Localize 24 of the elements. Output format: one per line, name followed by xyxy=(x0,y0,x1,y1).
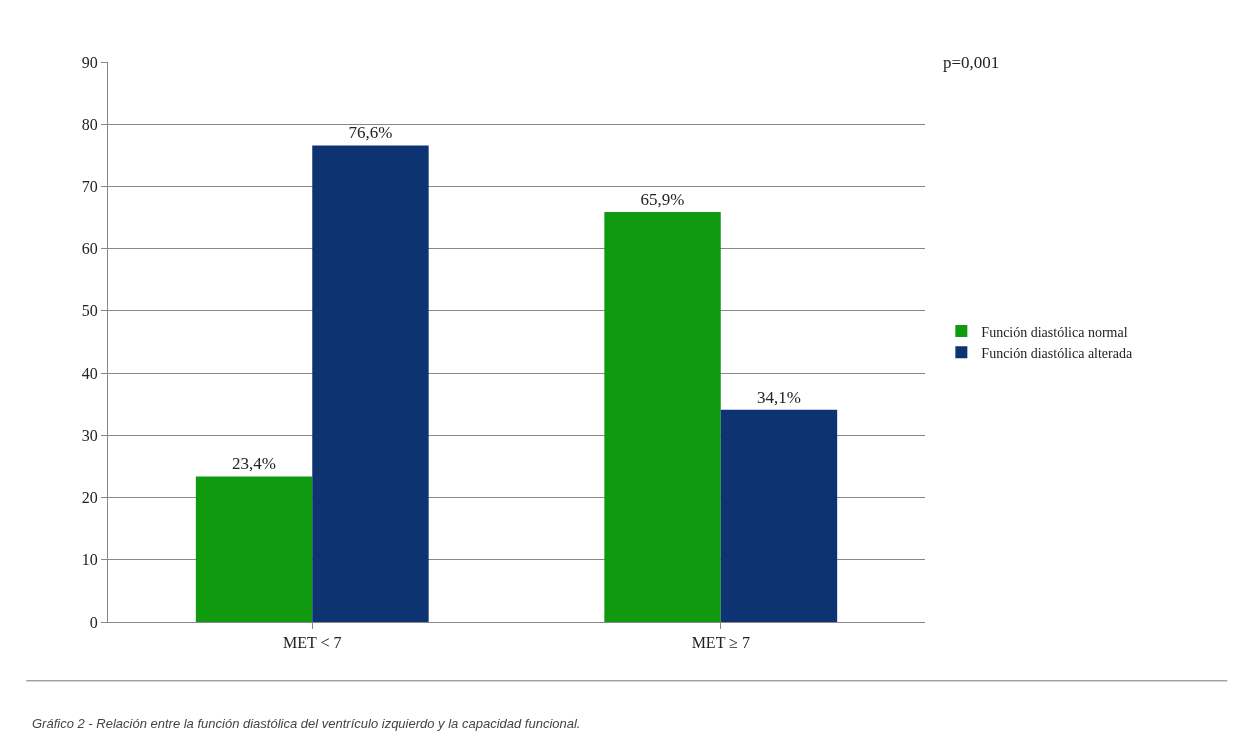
y-tick-label: 30 xyxy=(81,426,98,444)
x-tick-label: MET ≥ 7 xyxy=(691,634,750,652)
y-tick-label: 0 xyxy=(89,613,98,631)
text: p=0,001 xyxy=(943,53,1000,72)
legend-label: Función diastólica normal xyxy=(981,324,1128,340)
y-tick-label: 40 xyxy=(81,364,98,382)
bar xyxy=(312,145,429,622)
data-label: 65,9% xyxy=(640,189,685,209)
y-tick-label: 50 xyxy=(81,302,98,320)
y-tick-label: 20 xyxy=(81,489,98,507)
y-tick-label: 80 xyxy=(81,115,98,133)
y-tick-label: 10 xyxy=(81,551,98,569)
bar xyxy=(195,476,313,622)
data-label: 34,1% xyxy=(757,387,801,407)
x-tick-label: MET < 7 xyxy=(282,634,342,652)
y-tick-label: 70 xyxy=(81,178,98,196)
data-label: 23,4% xyxy=(232,454,276,474)
bar xyxy=(720,409,838,622)
legend-label: Función diastólica alterada xyxy=(981,345,1133,361)
y-tick-label: 60 xyxy=(81,240,98,258)
bar xyxy=(604,211,721,622)
y-tick-label: 90 xyxy=(81,53,98,71)
data-label: 76,6% xyxy=(348,123,393,143)
text: Gráfico 2 - Relación entre la función diastólica del ventrículo izquierdo y la capacidad funcional. xyxy=(32,716,581,731)
